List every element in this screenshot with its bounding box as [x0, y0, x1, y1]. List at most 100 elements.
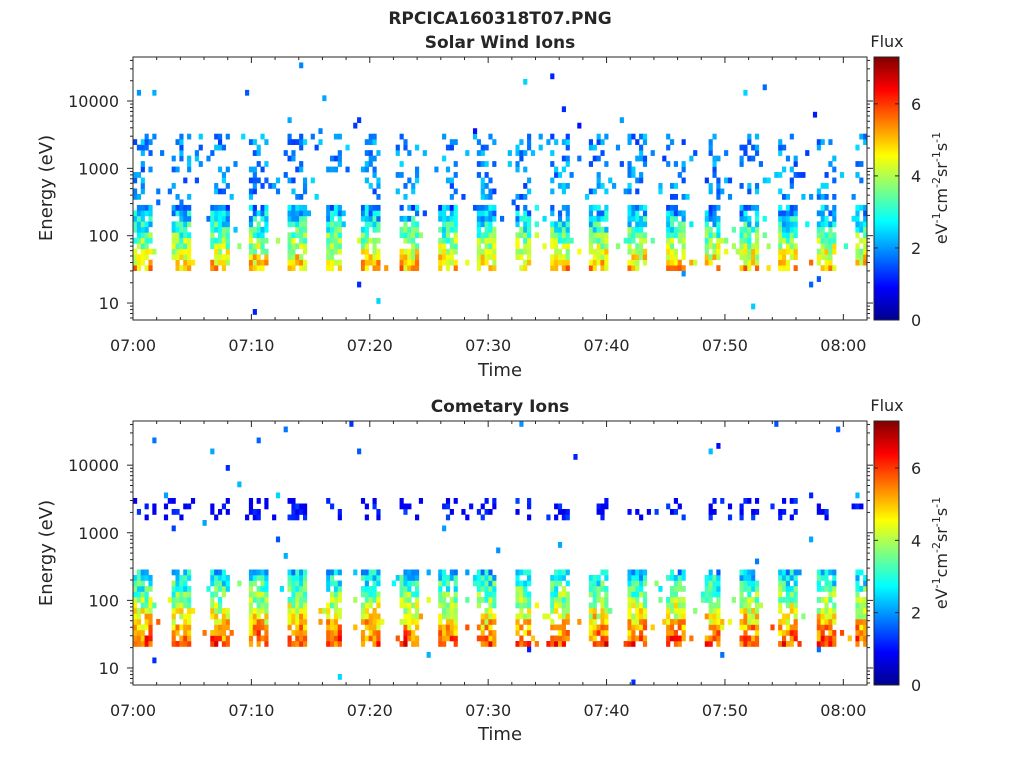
spectrogram-cell: [330, 155, 335, 162]
spectrogram-cell: [376, 150, 381, 156]
spectrogram-cell: [669, 509, 675, 515]
spectrogram-cell: [592, 248, 597, 255]
spectrogram-cell: [863, 597, 868, 603]
spectrogram-cell: [859, 254, 864, 261]
spectrogram-cell: [248, 591, 254, 598]
spectrogram-cell: [144, 514, 149, 521]
spectrogram-cell: [669, 630, 675, 636]
spectrogram-cell: [175, 226, 180, 233]
spectrogram-cell: [484, 144, 489, 151]
spectrogram-cell: [187, 602, 192, 609]
spectrogram-cell: [793, 215, 798, 222]
spectrogram-cell: [669, 237, 675, 244]
spectrogram-cell: [225, 619, 230, 625]
spectrogram-cell: [766, 177, 771, 184]
spectrogram-cell: [221, 580, 227, 587]
spectrogram-cell: [337, 514, 342, 521]
spectrogram-cell: [372, 254, 377, 261]
spectrogram-cell: [488, 569, 493, 576]
spectrogram-cell: [677, 608, 682, 614]
spectrogram-cell: [751, 586, 756, 592]
spectrogram-cell: [639, 613, 644, 620]
spectrogram-cell: [642, 210, 648, 217]
spectrogram-cell: [669, 243, 675, 250]
colorbar-tick-label: 4: [911, 167, 921, 186]
spectrogram-cell: [171, 509, 176, 515]
spectrogram-cell: [673, 575, 678, 581]
spectrogram-cell: [631, 237, 636, 244]
spectrogram-cell: [592, 259, 597, 266]
spectrogram-cell: [403, 635, 408, 642]
spectrogram-cell: [442, 155, 447, 162]
spectrogram-cell: [492, 259, 497, 266]
spectrogram-cell: [252, 254, 257, 261]
spectrogram-cell: [302, 624, 308, 631]
spectrogram-cell: [785, 591, 791, 598]
spectrogram-cell: [592, 254, 597, 261]
spectrogram-cell: [669, 183, 675, 189]
spectrogram-cell: [252, 243, 257, 250]
spectrogram-cell: [248, 259, 254, 266]
spectrogram-cell: [820, 193, 825, 200]
spectrogram-cell: [523, 78, 528, 85]
spectrogram-cell: [287, 237, 292, 244]
spectrogram-cell: [399, 580, 404, 587]
spectrogram-cell: [519, 215, 524, 222]
spectrogram-cell: [148, 237, 153, 244]
spectrogram-cell: [561, 237, 566, 244]
spectrogram-cell: [515, 204, 520, 211]
spectrogram-cell: [411, 243, 416, 250]
spectrogram-cell: [221, 144, 227, 151]
spectrogram-cell: [256, 597, 261, 603]
spectrogram-cell: [407, 635, 412, 642]
spectrogram-cell: [179, 514, 184, 521]
spectrogram-cell: [724, 177, 729, 184]
spectrogram-cell: [472, 128, 478, 135]
spectrogram-cell: [372, 248, 377, 255]
spectrogram-cell: [330, 575, 335, 581]
spectrogram-cell: [627, 237, 632, 244]
spectrogram-cell: [403, 237, 408, 244]
spectrogram-cell: [133, 248, 138, 255]
spectrogram-cell: [252, 509, 257, 515]
spectrogram-cell: [167, 597, 172, 603]
spectrogram-cell: [333, 210, 339, 217]
spectrogram-cell: [376, 221, 381, 228]
spectrogram-cell: [295, 575, 300, 581]
spectrogram-cell: [681, 193, 686, 200]
spectrogram-cell: [600, 248, 605, 255]
spectrogram-cell: [708, 624, 713, 631]
spectrogram-cell: [214, 133, 219, 140]
spectrogram-cell: [187, 265, 192, 271]
spectrogram-cell: [550, 602, 555, 609]
spectrogram-cell: [565, 243, 570, 250]
spectrogram-cell: [816, 144, 821, 151]
spectrogram-cell: [654, 509, 659, 515]
spectrogram-cell: [820, 183, 825, 189]
spectrogram-cell: [600, 259, 605, 266]
spectrogram-cell: [287, 248, 292, 255]
spectrogram-cell: [156, 188, 161, 195]
y-axis-label: Energy (eV): [36, 135, 57, 241]
spectrogram-cell: [221, 624, 227, 631]
spectrogram-cell: [739, 155, 744, 162]
spectrogram-cell: [754, 237, 760, 244]
spectrogram-cell: [449, 139, 454, 145]
spectrogram-cell: [561, 635, 566, 642]
spectrogram-cell: [681, 270, 686, 277]
spectrogram-cell: [627, 641, 632, 647]
spectrogram-cell: [550, 608, 555, 614]
spectrogram-cell: [360, 265, 366, 271]
spectrogram-cell: [214, 569, 219, 576]
spectrogram-cell: [816, 575, 821, 581]
spectrogram-cell: [666, 161, 671, 167]
spectrogram-cell: [295, 226, 300, 233]
spectrogram-cell: [225, 232, 230, 239]
spectrogram-cell: [136, 172, 142, 178]
spectrogram-cell: [523, 193, 528, 200]
spectrogram-cell: [403, 193, 408, 200]
spectrogram-cell: [368, 183, 373, 189]
spectrogram-cell: [785, 155, 791, 162]
spectrogram-cell: [330, 580, 335, 587]
spectrogram-cell: [264, 259, 269, 266]
